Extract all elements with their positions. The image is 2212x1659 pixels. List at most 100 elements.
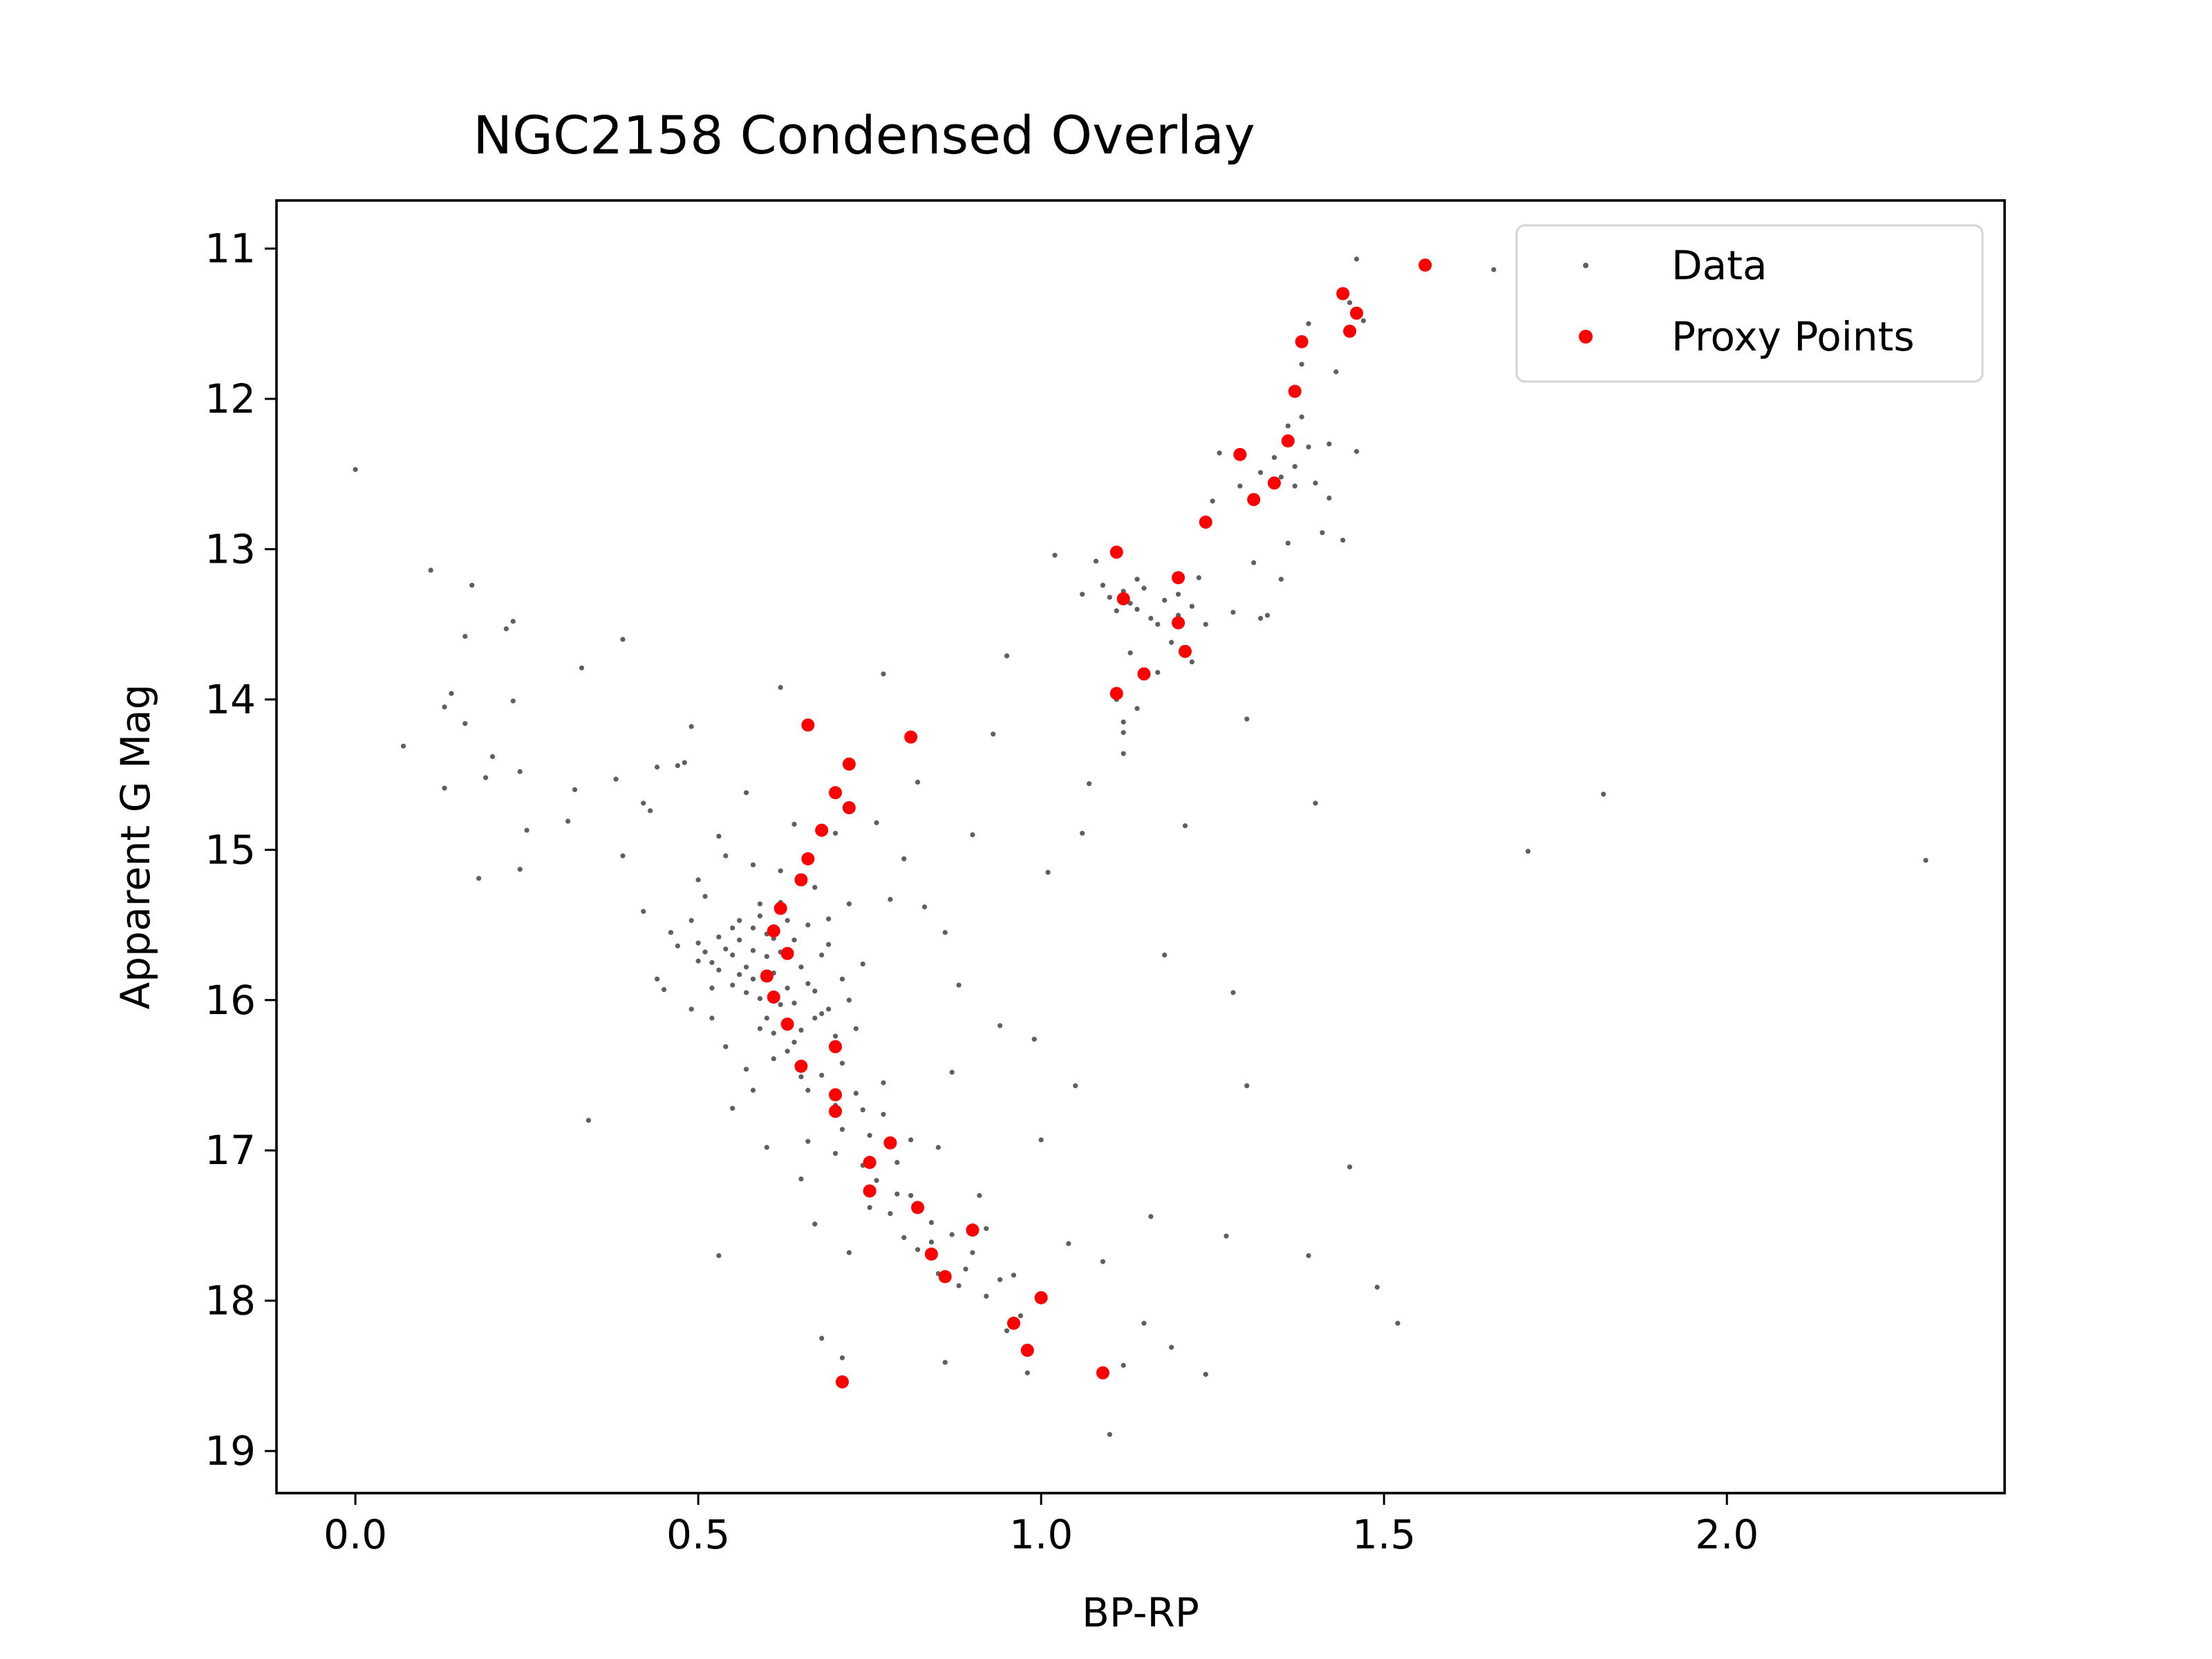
data-point: [1258, 469, 1264, 476]
proxy-point: [1020, 1343, 1034, 1357]
proxy-point: [829, 786, 843, 800]
data-point: [832, 1150, 838, 1156]
data-point: [1162, 952, 1168, 958]
data-point: [661, 986, 667, 993]
data-point: [462, 721, 468, 727]
data-point: [1155, 621, 1161, 627]
data-point: [688, 917, 694, 924]
y-tick-label: 15: [205, 826, 256, 873]
proxy-point: [1109, 686, 1123, 700]
data-point: [442, 704, 447, 710]
data-point: [449, 691, 454, 696]
data-point: [1182, 823, 1188, 829]
data-point: [1169, 1344, 1174, 1350]
data-point: [654, 765, 660, 770]
data-point: [970, 832, 975, 838]
data-point: [1306, 321, 1311, 326]
legend: Data Proxy Points: [1515, 224, 1984, 383]
data-point: [469, 583, 475, 588]
data-point: [785, 985, 790, 991]
data-point: [1244, 716, 1250, 722]
chart-title: NGC2158 Condensed Overlay: [473, 104, 1255, 166]
data-point: [695, 877, 701, 883]
y-tick-label: 19: [205, 1427, 256, 1474]
data-point: [984, 1226, 989, 1231]
data-point: [730, 1105, 735, 1111]
data-point: [1080, 592, 1085, 597]
data-point: [764, 1015, 769, 1021]
data-point: [1121, 730, 1126, 735]
y-tick-label: 13: [205, 525, 256, 572]
data-point: [785, 1049, 790, 1054]
data-point: [1134, 706, 1140, 711]
data-point: [750, 1087, 756, 1093]
data-point: [682, 760, 687, 765]
data-point: [462, 633, 468, 639]
proxy-point: [1109, 545, 1123, 559]
data-point: [778, 684, 783, 691]
data-point: [908, 1192, 914, 1199]
data-point: [1045, 870, 1051, 875]
data-point: [881, 1080, 886, 1085]
data-point: [641, 800, 646, 806]
proxy-point: [1418, 259, 1432, 272]
data-point: [1353, 449, 1360, 454]
data-point: [688, 724, 694, 729]
y-tick-label: 12: [205, 375, 256, 422]
data-point: [1189, 659, 1195, 665]
data-point: [991, 731, 996, 737]
data-point: [1353, 256, 1360, 262]
data-point: [668, 930, 674, 935]
data-point: [1031, 1036, 1037, 1042]
data-point: [1024, 1370, 1030, 1376]
data-point: [839, 1060, 845, 1066]
data-point: [1189, 603, 1195, 609]
proxy-point: [966, 1223, 980, 1237]
data-point: [737, 917, 742, 924]
data-point: [1258, 615, 1264, 621]
data-point: [1093, 559, 1099, 564]
y-axis: 11 12 13 14 15 16 17 18 19: [205, 225, 276, 1474]
data-point: [812, 988, 818, 994]
data-point: [1004, 653, 1010, 659]
data-point: [819, 952, 825, 958]
data-point: [1011, 1273, 1017, 1278]
data-point: [675, 943, 680, 949]
y-axis-label: Apparent G Mag: [112, 684, 159, 1010]
data-point: [750, 862, 756, 868]
data-point: [709, 985, 715, 991]
data-point: [750, 976, 756, 982]
x-tick-label: 2.0: [1695, 1511, 1759, 1558]
data-point: [778, 868, 783, 874]
data-point: [963, 1266, 968, 1272]
data-point: [867, 1205, 872, 1210]
data-point: [1313, 480, 1318, 486]
data-point: [1141, 1320, 1147, 1326]
data-point: [771, 1031, 776, 1036]
proxy-point: [829, 1040, 843, 1053]
data-point: [1327, 495, 1332, 501]
data-point: [1292, 464, 1297, 469]
proxy-point: [938, 1270, 952, 1284]
legend-proxy-marker: [1579, 330, 1593, 344]
data-series: [353, 256, 1929, 1437]
data-point: [881, 1112, 886, 1117]
proxy-point: [863, 1156, 877, 1170]
data-point: [1278, 474, 1284, 480]
data-point: [812, 885, 818, 890]
data-point: [1066, 1241, 1071, 1246]
data-point: [757, 996, 763, 1002]
data-point: [1107, 1432, 1112, 1437]
data-point: [805, 1087, 811, 1093]
data-point: [1107, 594, 1112, 600]
data-point: [489, 753, 496, 760]
proxy-point: [1137, 667, 1151, 681]
data-point: [1141, 585, 1147, 591]
proxy-point: [1295, 335, 1309, 348]
data-point: [846, 1250, 852, 1255]
proxy-point: [1336, 287, 1350, 301]
data-point: [805, 1138, 811, 1144]
proxy-point: [1034, 1291, 1048, 1304]
data-point: [785, 917, 790, 924]
